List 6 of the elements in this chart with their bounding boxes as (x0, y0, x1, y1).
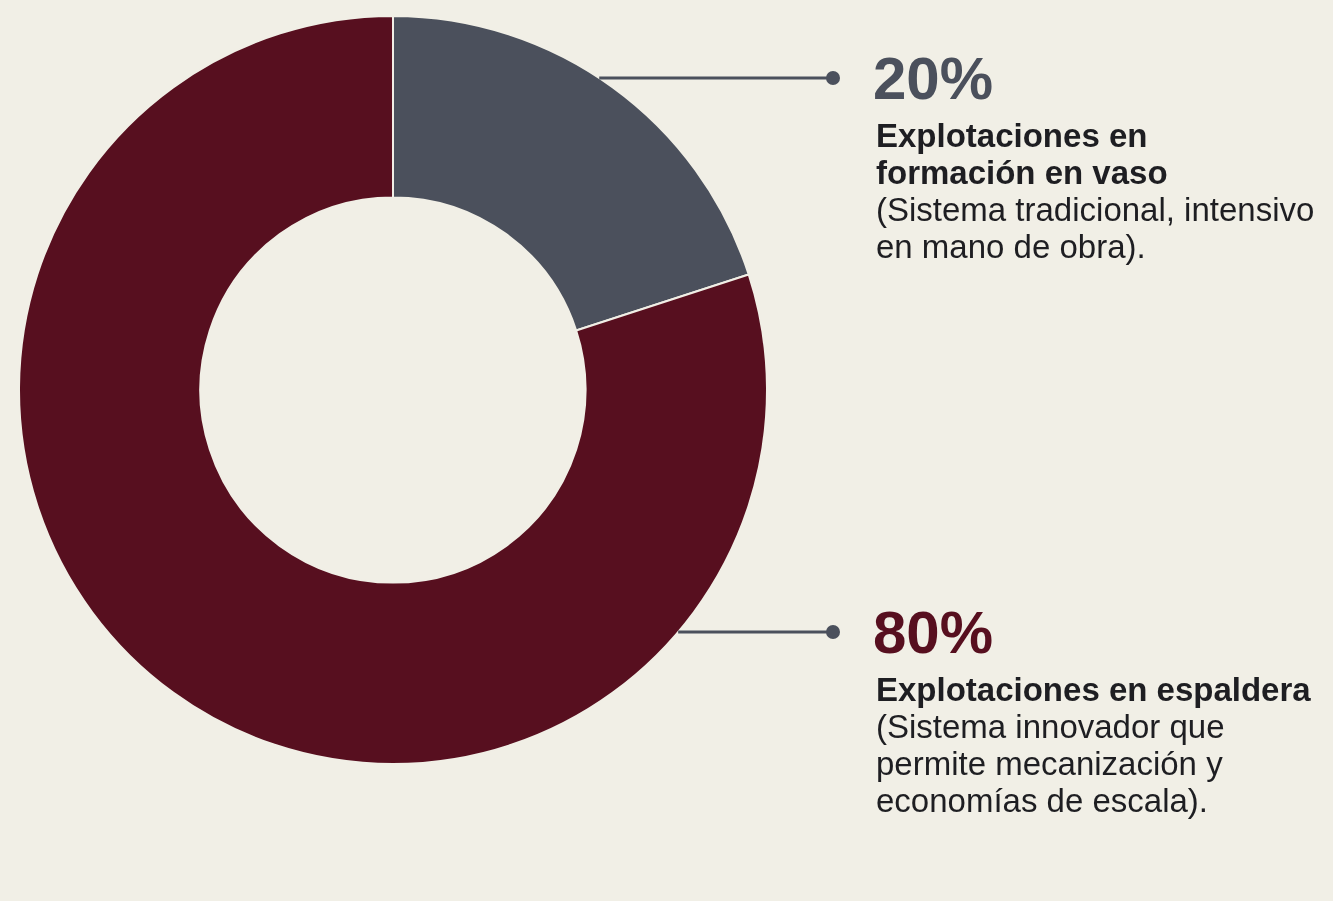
slice-label: Explotaciones en espaldera (876, 671, 1312, 709)
data-label: 20% (873, 44, 994, 112)
text: (Sistema innovador que permite mecanización y economías de escala). (876, 708, 1225, 820)
text: (Sistema tradicional, intensivo en mano de obra). (876, 191, 1315, 266)
slice-label: Explotaciones en formación en vaso (876, 117, 1168, 192)
data-label: 80% (873, 598, 994, 666)
